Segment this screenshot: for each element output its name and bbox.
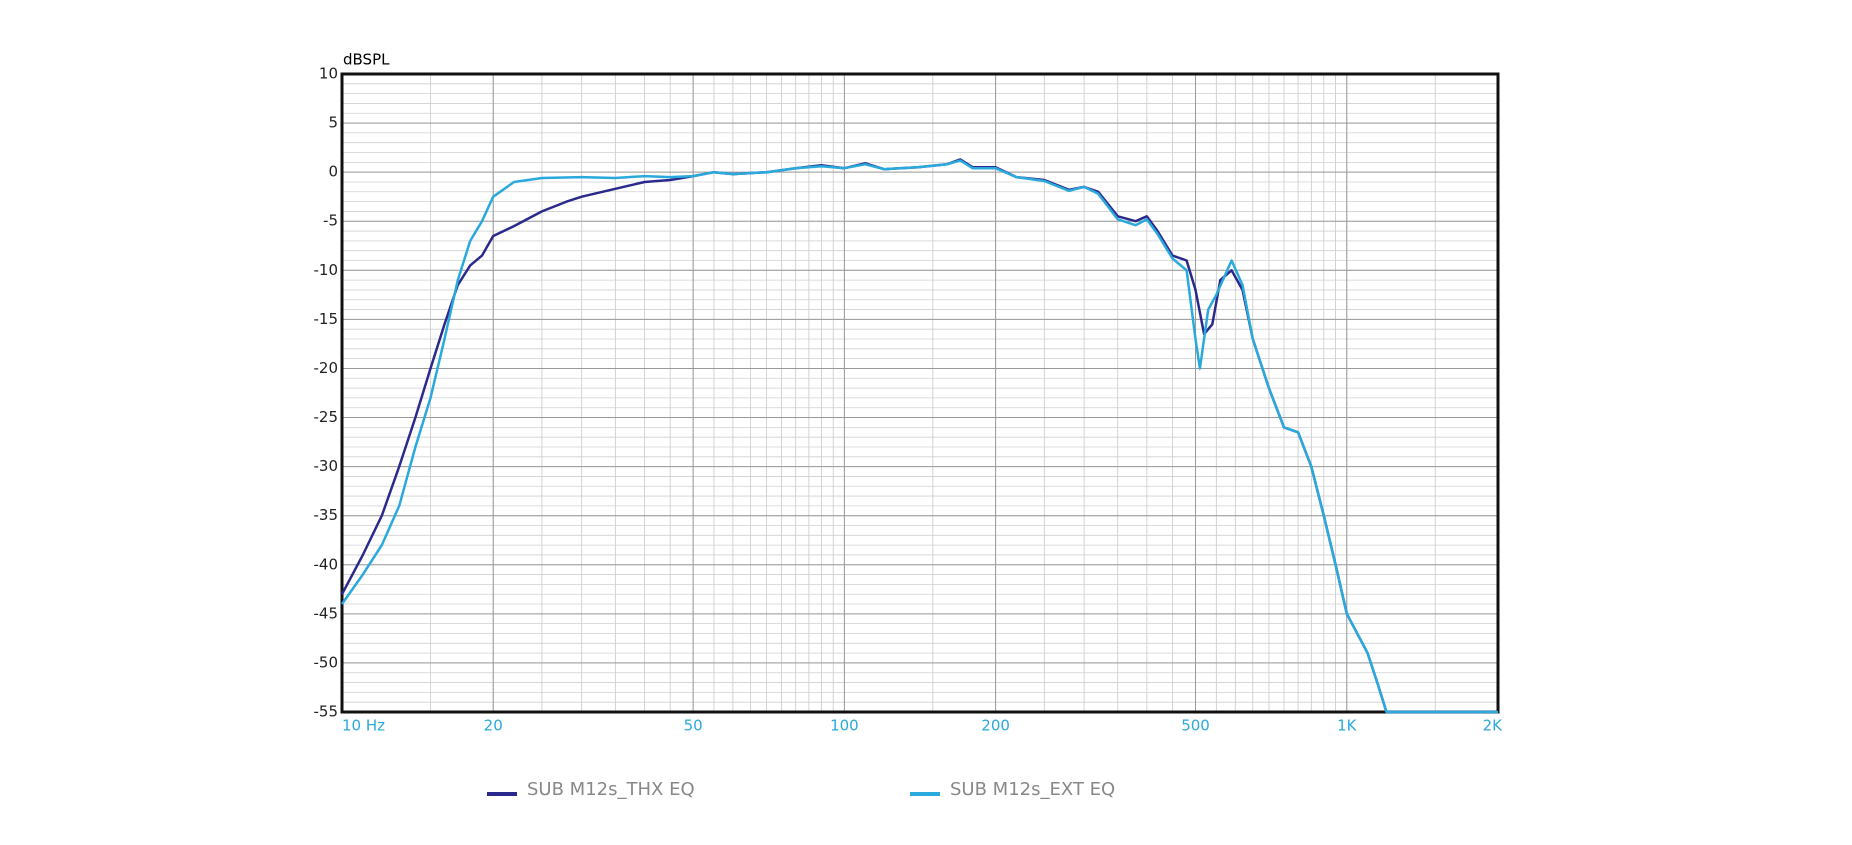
x-tick-label: 500: [1181, 717, 1210, 735]
y-tick-label: 10: [319, 65, 338, 83]
series-line: [340, 158, 1498, 714]
plot-frame: [340, 72, 1500, 714]
y-tick-label: -10: [314, 261, 339, 279]
y-tick-label: -45: [314, 604, 339, 622]
y-axis-label: dBSPL: [343, 51, 390, 69]
x-tick-label: 20: [484, 717, 503, 735]
x-tick-label: 200: [981, 717, 1010, 735]
y-tick-label: -35: [314, 506, 339, 524]
legend-label: SUB M12s_THX EQ: [527, 779, 695, 800]
y-tick-label: -25: [314, 408, 339, 426]
y-tick-label: -15: [314, 310, 339, 328]
y-tick-label: 0: [328, 163, 338, 181]
y-tick-label: -40: [314, 555, 339, 573]
legend-label: SUB M12s_EXT EQ: [950, 779, 1115, 800]
series-line: [340, 159, 1498, 714]
x-tick-label: 10 Hz: [342, 717, 385, 735]
x-tick-label: 2K: [1483, 717, 1504, 735]
y-tick-label: 5: [328, 114, 338, 132]
y-tick-label: -5: [323, 212, 338, 230]
x-tick-label: 50: [684, 717, 703, 735]
y-tick-label: -30: [314, 457, 339, 475]
y-tick-label: -50: [314, 653, 339, 671]
y-tick-label: -20: [314, 359, 339, 377]
y-tick-label: -55: [314, 703, 339, 721]
x-tick-label: 100: [830, 717, 859, 735]
x-tick-label: 1K: [1337, 717, 1358, 735]
